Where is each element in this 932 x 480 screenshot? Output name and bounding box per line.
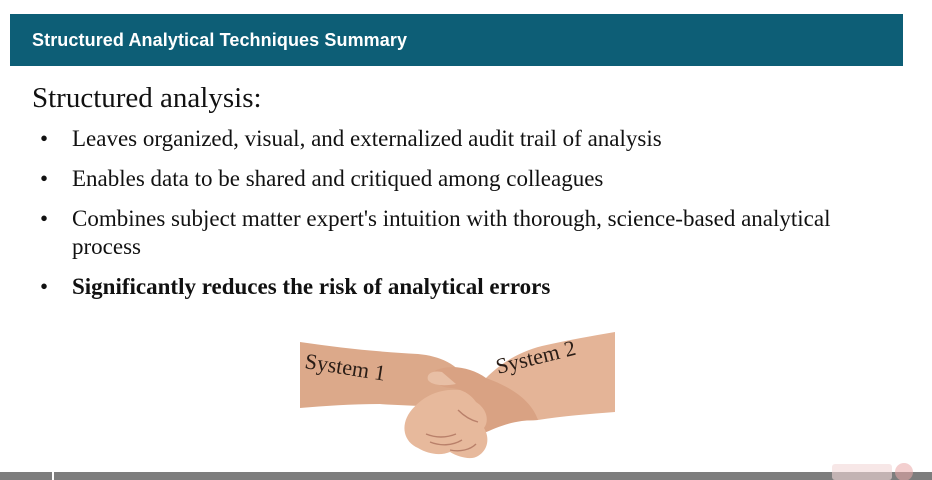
left-forearm [300,342,468,408]
bullet-item: • Combines subject matter expert's intui… [40,205,900,261]
thumb [427,371,456,386]
left-hand [404,389,488,459]
bullet-marker: • [40,126,49,151]
bullet-text: Combines subject matter expert's intuiti… [72,206,831,259]
bullet-item: • Leaves organized, visual, and external… [40,125,900,153]
bullet-marker: • [40,206,49,231]
slide-title: Structured Analytical Techniques Summary [32,29,408,50]
slide-heading: Structured analysis: [32,82,262,114]
bullet-text: Enables data to be shared and critiqued … [72,166,604,191]
watermark-block [832,464,892,480]
finger-lines [425,409,479,452]
bullet-text-emphasis: Significantly reduces the risk of analyt… [72,274,551,299]
bullet-item: • Significantly reduces the risk of anal… [40,273,900,301]
bullet-item: • Enables data to be shared and critique… [40,165,900,193]
bullet-text: Leaves organized, visual, and externaliz… [72,126,662,151]
title-bar: Structured Analytical Techniques Summary [10,14,903,66]
watermark-circle [895,463,913,480]
watermark-logo [832,463,913,480]
footer-divider [52,470,54,480]
handshake-image: System 1 System 2 [300,332,615,459]
bullet-marker: • [40,166,49,191]
footer-bar [0,472,932,480]
bullet-list: • Leaves organized, visual, and external… [40,125,900,313]
bullet-marker: • [40,274,49,299]
right-hand [433,367,538,446]
